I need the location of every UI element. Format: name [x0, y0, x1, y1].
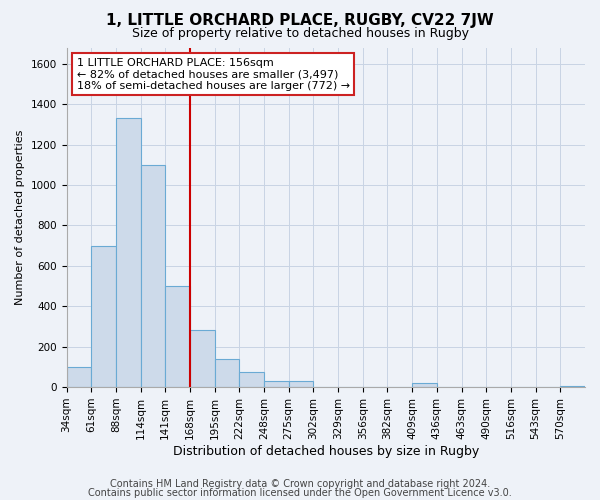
Bar [215, 359, 239, 387]
Bar [239, 372, 264, 387]
Bar [190, 330, 215, 387]
Bar [140, 164, 165, 387]
Bar [165, 286, 190, 387]
Text: Size of property relative to detached houses in Rugby: Size of property relative to detached ho… [131, 28, 469, 40]
Text: Contains HM Land Registry data © Crown copyright and database right 2024.: Contains HM Land Registry data © Crown c… [110, 479, 490, 489]
Bar [91, 246, 116, 387]
X-axis label: Distribution of detached houses by size in Rugby: Distribution of detached houses by size … [173, 444, 479, 458]
Bar [412, 383, 437, 387]
Bar [116, 118, 140, 387]
Bar [67, 367, 91, 387]
Y-axis label: Number of detached properties: Number of detached properties [15, 130, 25, 305]
Text: Contains public sector information licensed under the Open Government Licence v3: Contains public sector information licen… [88, 488, 512, 498]
Bar [289, 381, 313, 387]
Bar [264, 381, 289, 387]
Text: 1 LITTLE ORCHARD PLACE: 156sqm
← 82% of detached houses are smaller (3,497)
18% : 1 LITTLE ORCHARD PLACE: 156sqm ← 82% of … [77, 58, 350, 91]
Bar [560, 386, 585, 387]
Text: 1, LITTLE ORCHARD PLACE, RUGBY, CV22 7JW: 1, LITTLE ORCHARD PLACE, RUGBY, CV22 7JW [106, 12, 494, 28]
